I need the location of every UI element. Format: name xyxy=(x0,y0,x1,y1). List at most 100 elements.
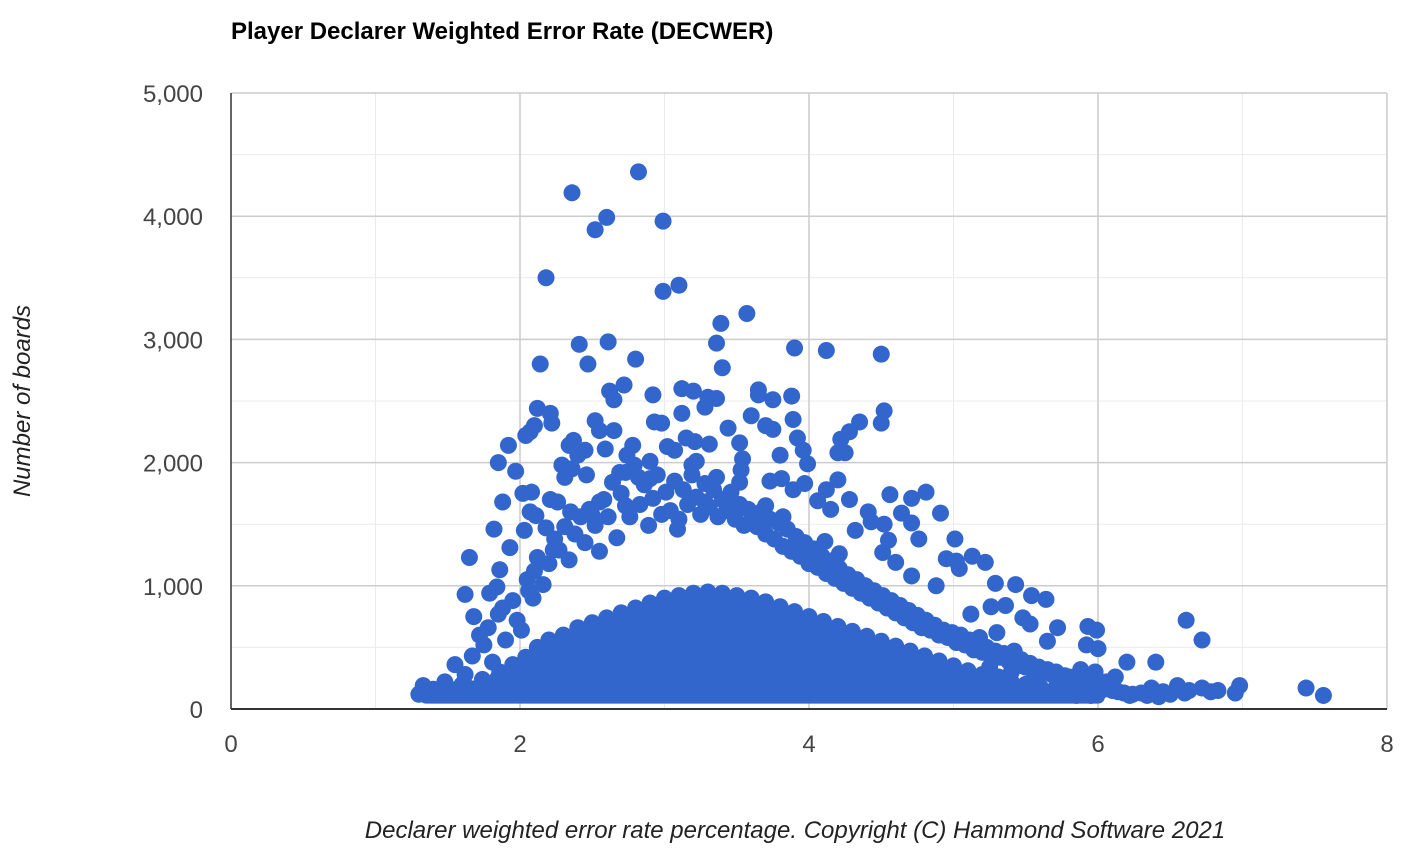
data-point xyxy=(527,507,545,525)
data-point xyxy=(485,520,503,538)
axes xyxy=(230,93,1387,710)
data-point xyxy=(786,339,804,357)
data-point xyxy=(514,484,532,502)
data-point xyxy=(719,419,737,437)
tick-labels: 0 2 4 6 8 0 1,000 2,000 3,000 4,000 5,000 xyxy=(143,81,1394,758)
data-point xyxy=(959,662,977,680)
data-point xyxy=(872,414,890,432)
data-point xyxy=(721,600,739,618)
data-point xyxy=(687,488,705,506)
data-point xyxy=(706,599,724,617)
data-point xyxy=(625,456,643,474)
data-point xyxy=(640,516,658,534)
data-point xyxy=(910,530,928,548)
data-point xyxy=(749,386,767,404)
data-point xyxy=(749,606,767,624)
data-point xyxy=(648,466,666,484)
data-point xyxy=(1314,686,1332,704)
data-point xyxy=(901,642,919,660)
data-point xyxy=(1226,684,1244,702)
data-point xyxy=(917,483,935,501)
data-point xyxy=(596,440,614,458)
data-point xyxy=(764,420,782,438)
data-point xyxy=(1007,576,1025,594)
data-point xyxy=(663,606,681,624)
data-point xyxy=(742,589,760,607)
y-tick-label: 3,000 xyxy=(143,327,203,354)
data-point xyxy=(764,610,782,628)
data-point xyxy=(846,521,864,539)
data-point xyxy=(1177,611,1195,629)
data-point xyxy=(945,657,962,675)
data-point xyxy=(528,399,546,417)
data-point xyxy=(1088,621,1106,639)
data-point xyxy=(450,679,468,697)
data-point xyxy=(874,544,892,562)
data-point xyxy=(621,508,639,526)
data-point xyxy=(903,567,921,585)
data-point xyxy=(931,504,949,522)
data-point xyxy=(612,484,630,502)
data-point xyxy=(629,163,647,181)
data-point xyxy=(497,673,515,691)
data-point xyxy=(732,461,750,479)
data-point xyxy=(771,598,789,616)
data-point xyxy=(658,438,676,456)
data-point xyxy=(554,626,572,644)
data-point xyxy=(654,212,672,230)
data-point xyxy=(540,631,558,649)
data-point xyxy=(560,551,578,569)
data-point xyxy=(963,547,981,565)
data-point xyxy=(599,508,617,526)
data-point xyxy=(460,548,478,566)
data-point xyxy=(501,539,519,557)
data-point xyxy=(641,452,659,470)
data-point xyxy=(670,276,688,294)
data-point xyxy=(605,391,623,409)
data-point xyxy=(635,476,653,494)
data-point xyxy=(644,386,662,404)
x-tick-label: 8 xyxy=(1380,731,1393,758)
data-point xyxy=(482,678,500,696)
data-point xyxy=(1037,590,1055,608)
data-point xyxy=(872,632,890,650)
data-point xyxy=(997,597,1015,615)
data-point xyxy=(569,619,587,637)
data-point xyxy=(605,422,623,440)
data-point xyxy=(488,578,506,596)
data-point xyxy=(615,376,633,394)
data-point xyxy=(576,636,594,654)
data-point xyxy=(1014,609,1032,627)
data-point xyxy=(540,555,558,573)
data-point xyxy=(627,350,645,368)
data-point xyxy=(533,653,551,671)
data-point xyxy=(738,305,756,323)
data-point xyxy=(634,616,652,634)
y-tick-label: 0 xyxy=(190,697,203,724)
data-point xyxy=(556,468,574,486)
data-point xyxy=(494,493,512,511)
data-point xyxy=(1049,619,1067,637)
data-point xyxy=(463,647,481,665)
data-point xyxy=(930,652,948,670)
data-point xyxy=(684,584,702,602)
data-point xyxy=(579,355,597,373)
data-point xyxy=(722,483,740,501)
data-point xyxy=(784,481,802,499)
data-point xyxy=(590,422,608,440)
data-point xyxy=(728,587,746,605)
data-point xyxy=(840,491,858,509)
chart-title: Player Declarer Weighted Error Rate (DEC… xyxy=(231,18,774,45)
data-point xyxy=(673,404,691,422)
data-point xyxy=(577,466,595,484)
data-point xyxy=(982,598,1000,616)
data-point xyxy=(653,414,671,432)
data-point xyxy=(757,593,775,611)
data-point xyxy=(742,407,760,425)
data-point xyxy=(507,462,525,480)
data-point xyxy=(862,513,880,531)
y-tick-label: 2,000 xyxy=(143,451,203,478)
data-point xyxy=(708,334,726,352)
data-point xyxy=(598,208,616,226)
